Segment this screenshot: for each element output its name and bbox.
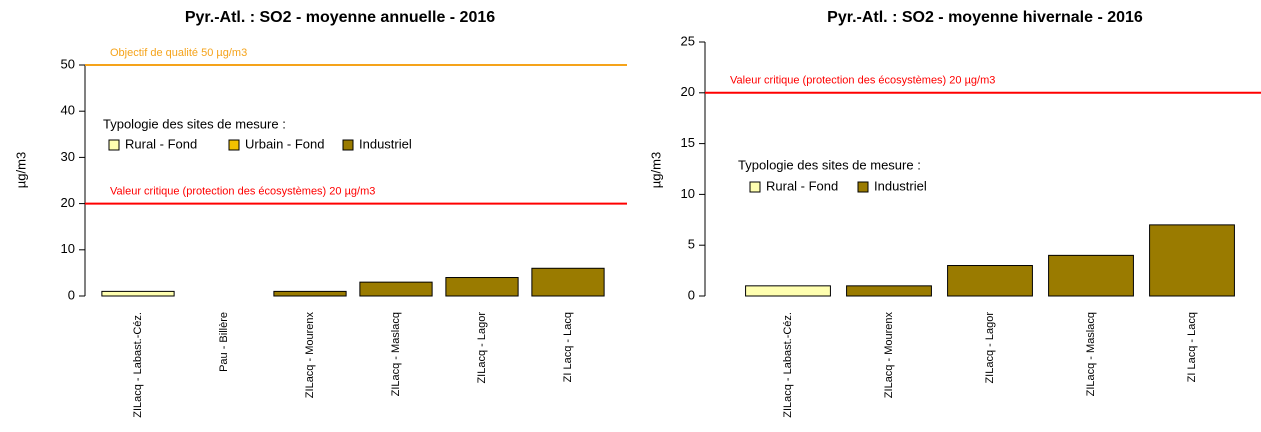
y-tick-label: 10: [681, 186, 695, 201]
y-tick-label: 0: [68, 287, 75, 302]
bar: [846, 285, 932, 297]
bar: [745, 285, 831, 297]
y-tick-label: 5: [688, 237, 695, 252]
bar: [101, 290, 175, 297]
y-tick-label: 20: [61, 195, 75, 210]
legend-swatch: [228, 139, 240, 151]
legend-label: Rural - Fond: [125, 136, 197, 151]
y-axis-label: µg/m3: [13, 152, 28, 188]
x-tick-label: ZILacq - Maslacq: [1085, 312, 1097, 396]
bar: [531, 267, 605, 297]
y-tick-label: 30: [61, 149, 75, 164]
legend-label: Industriel: [359, 136, 412, 151]
chart-title: Pyr.-Atl. : SO2 - moyenne annuelle - 201…: [185, 9, 495, 26]
bar: [947, 265, 1033, 297]
legend-swatch: [857, 181, 869, 193]
x-tick-label: ZI Lacq - Lacq: [562, 312, 574, 382]
x-tick-label: ZILacq - Mourenx: [304, 312, 316, 399]
bar: [445, 277, 519, 297]
legend-swatch: [749, 181, 761, 193]
y-tick-label: 0: [688, 287, 695, 302]
legend-label: Urbain - Fond: [245, 136, 324, 151]
reference-label: Valeur critique (protection des écosystè…: [730, 75, 995, 87]
legend-swatch: [342, 139, 354, 151]
reference-label: Objectif de qualité 50 µg/m3: [110, 47, 247, 59]
x-tick-label: Pau - Billère: [218, 312, 230, 372]
y-axis-label: µg/m3: [648, 152, 663, 188]
x-tick-label: ZILacq - Lagor: [984, 312, 996, 384]
legend-swatch: [108, 139, 120, 151]
legend-title: Typologie des sites de mesure :: [738, 157, 921, 172]
chart-title: Pyr.-Atl. : SO2 - moyenne hivernale - 20…: [827, 9, 1143, 26]
x-tick-label: ZI Lacq - Lacq: [1186, 312, 1198, 382]
bar: [273, 290, 347, 297]
y-tick-label: 40: [61, 103, 75, 118]
legend-label: Rural - Fond: [766, 178, 838, 193]
y-tick-label: 50: [61, 56, 75, 71]
y-tick-label: 10: [61, 241, 75, 256]
bar: [359, 281, 433, 297]
y-tick-label: 25: [681, 33, 695, 48]
y-tick-label: 20: [681, 84, 695, 99]
x-tick-label: ZILacq - Mourenx: [883, 312, 895, 399]
reference-label: Valeur critique (protection des écosystè…: [110, 186, 375, 198]
x-tick-label: ZILacq - Labast.-Céz.: [782, 312, 794, 418]
bar: [1048, 254, 1134, 297]
legend-title: Typologie des sites de mesure :: [103, 116, 286, 131]
x-tick-label: ZILacq - Lagor: [476, 312, 488, 384]
bar: [1149, 224, 1235, 297]
x-tick-label: ZILacq - Labast.-Céz.: [132, 312, 144, 418]
y-tick-label: 15: [681, 135, 695, 150]
legend-label: Industriel: [874, 178, 927, 193]
x-tick-label: ZILacq - Maslacq: [390, 312, 402, 396]
